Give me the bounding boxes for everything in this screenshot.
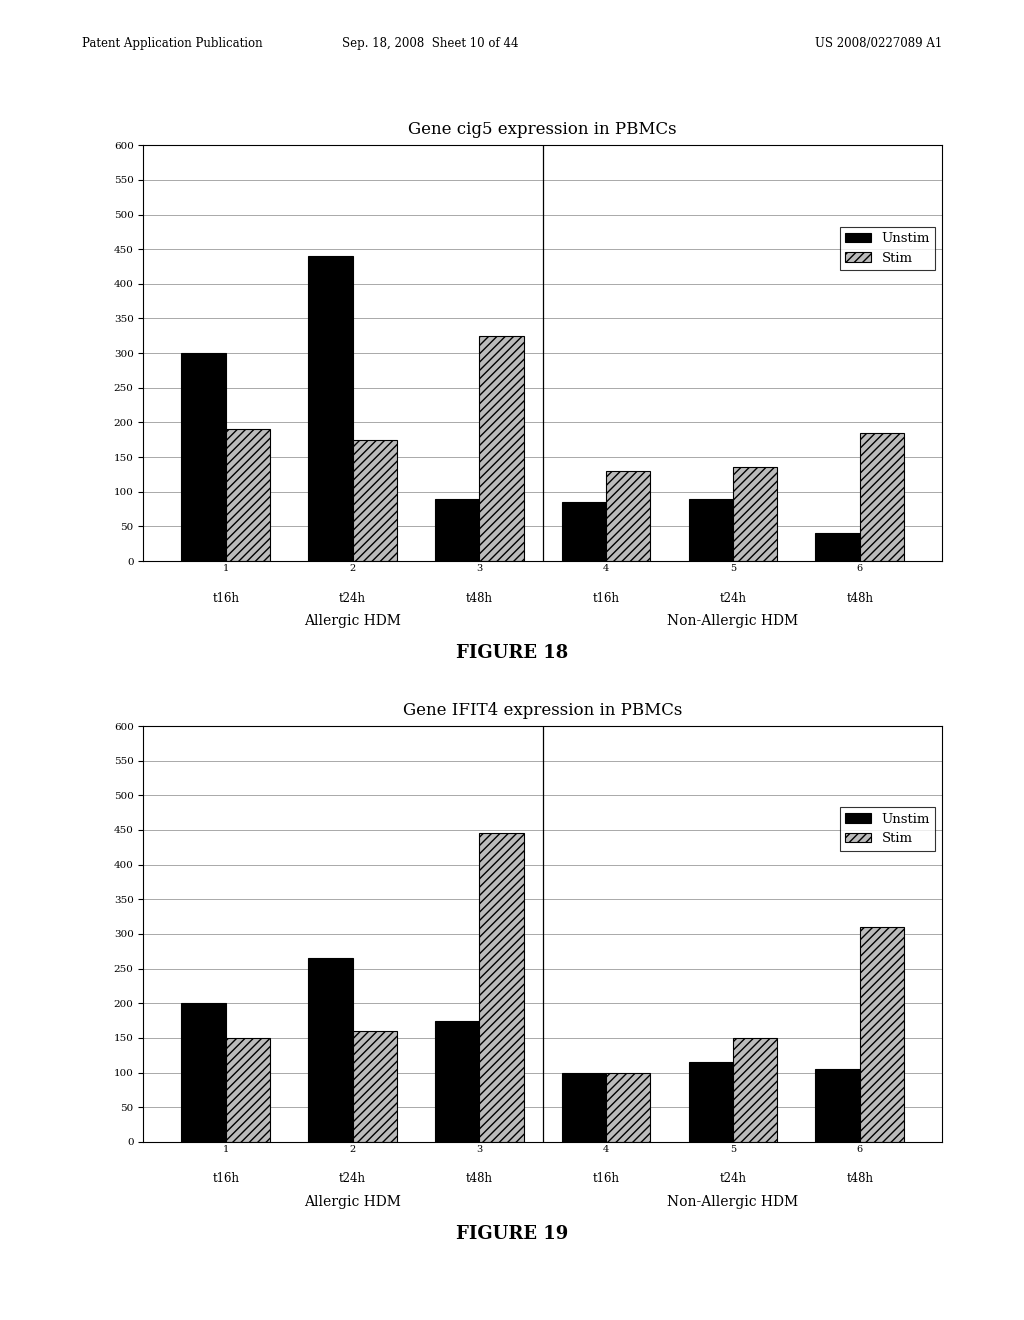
Text: t48h: t48h [466,591,493,605]
Bar [181,1003,225,1142]
Text: t48h: t48h [846,1172,873,1185]
Bar [606,1072,650,1142]
Legend: Unstim, Stim: Unstim, Stim [840,227,936,269]
Bar [606,471,650,561]
Text: t48h: t48h [846,591,873,605]
Bar [479,335,523,561]
Bar [733,1038,777,1142]
Bar [479,833,523,1142]
Text: FIGURE 19: FIGURE 19 [456,1225,568,1243]
Bar [815,533,860,561]
Text: t16h: t16h [593,591,620,605]
Bar [225,1038,270,1142]
Bar [308,958,352,1142]
Text: FIGURE 18: FIGURE 18 [456,644,568,663]
Bar [435,499,479,561]
Legend: Unstim, Stim: Unstim, Stim [840,808,936,850]
Bar [352,1031,397,1142]
Bar [733,467,777,561]
Bar [562,1072,606,1142]
Text: t24h: t24h [720,591,746,605]
Text: Allergic HDM: Allergic HDM [304,1195,401,1209]
Text: t24h: t24h [339,1172,366,1185]
Title: Gene IFIT4 expression in PBMCs: Gene IFIT4 expression in PBMCs [403,702,682,719]
Text: Non-Allergic HDM: Non-Allergic HDM [668,614,799,628]
Bar [860,927,904,1142]
Text: t16h: t16h [212,1172,240,1185]
Text: t16h: t16h [212,591,240,605]
Bar [181,354,225,561]
Text: Sep. 18, 2008  Sheet 10 of 44: Sep. 18, 2008 Sheet 10 of 44 [342,37,518,50]
Text: US 2008/0227089 A1: US 2008/0227089 A1 [815,37,942,50]
Text: Patent Application Publication: Patent Application Publication [82,37,262,50]
Bar [225,429,270,561]
Title: Gene cig5 expression in PBMCs: Gene cig5 expression in PBMCs [409,121,677,139]
Bar [815,1069,860,1142]
Bar [435,1020,479,1142]
Bar [308,256,352,561]
Text: t16h: t16h [593,1172,620,1185]
Bar [562,502,606,561]
Text: t48h: t48h [466,1172,493,1185]
Bar [688,499,733,561]
Text: Non-Allergic HDM: Non-Allergic HDM [668,1195,799,1209]
Text: t24h: t24h [339,591,366,605]
Text: t24h: t24h [720,1172,746,1185]
Bar [688,1063,733,1142]
Text: Allergic HDM: Allergic HDM [304,614,401,628]
Bar [860,433,904,561]
Bar [352,440,397,561]
